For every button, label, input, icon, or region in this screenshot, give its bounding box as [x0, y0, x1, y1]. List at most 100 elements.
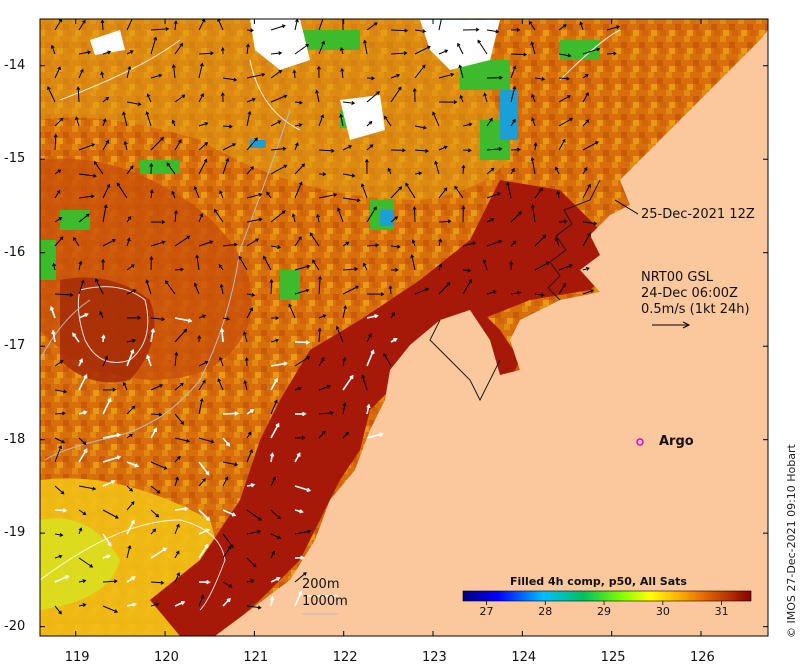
current-arrow [263, 255, 272, 271]
current-arrow [342, 173, 356, 178]
current-arrow [438, 145, 448, 151]
current-arrow [361, 374, 368, 391]
current-arrow [534, 77, 546, 81]
current-arrow [438, 49, 449, 55]
current-arrow [340, 19, 345, 31]
current-arrow [432, 111, 440, 127]
current-arrow [78, 50, 92, 55]
current-arrow [558, 76, 570, 81]
current-arrow [198, 509, 211, 522]
current-arrow [218, 264, 224, 271]
current-arrow [75, 116, 80, 127]
current-arrow [579, 21, 584, 31]
current-arrow [486, 290, 497, 295]
current-arrow [510, 167, 515, 175]
scale-arrow [652, 321, 691, 329]
current-arrow [342, 197, 361, 203]
current-arrow [150, 528, 157, 535]
arrow-scale-label: 0.5m/s (1kt 24h) [641, 302, 750, 317]
current-arrow [246, 137, 258, 151]
current-arrow [78, 173, 97, 178]
current-arrow [266, 191, 272, 199]
current-arrow [174, 139, 182, 151]
current-arrow [222, 316, 231, 321]
colorbar-ticks [486, 601, 723, 605]
current-arrow [150, 509, 160, 518]
current-arrow [54, 485, 65, 495]
current-arrow [102, 455, 122, 463]
current-arrow [78, 19, 86, 31]
current-arrow [414, 171, 423, 176]
image-time-label: 25-Dec-2021 12Z [641, 207, 755, 222]
current-arrow [534, 234, 547, 247]
current-arrow [246, 238, 260, 247]
current-arrow [292, 69, 297, 79]
current-arrow [270, 245, 282, 250]
current-arrow [390, 73, 401, 79]
current-arrow [294, 452, 301, 463]
current-arrow [198, 543, 209, 559]
axis-ticks [40, 19, 768, 636]
current-arrow [100, 71, 105, 79]
current-arrow [166, 162, 176, 175]
current-arrow [510, 65, 517, 79]
current-arrow [405, 182, 416, 199]
x-tick-label: 121 [243, 650, 269, 665]
current-arrow [78, 603, 87, 607]
contour-1000-label: 1000m [302, 594, 348, 609]
current-arrow [126, 348, 135, 367]
blue-speckles [250, 90, 518, 226]
current-arrow [558, 53, 572, 58]
current-arrow [270, 476, 277, 487]
current-arrow [150, 220, 166, 225]
y-tick-label: -16 [4, 244, 26, 260]
current-arrow [78, 448, 88, 463]
current-arrow [198, 158, 208, 175]
current-arrow [318, 193, 338, 199]
current-arrow [149, 189, 154, 199]
current-arrow [54, 117, 64, 127]
current-arrow [366, 144, 374, 151]
current-arrow [219, 327, 225, 343]
current-arrow [458, 64, 464, 79]
current-arrow [383, 352, 392, 367]
current-arrow [246, 409, 255, 415]
current-arrow [102, 50, 112, 55]
current-arrow [126, 602, 137, 607]
current-arrow [165, 280, 176, 295]
current-arrow [459, 94, 464, 103]
current-arrow [150, 461, 168, 470]
current-arrow [318, 40, 325, 55]
current-arrow [246, 307, 253, 319]
current-arrow [54, 389, 68, 394]
current-arrow [384, 115, 392, 127]
current-arrow [294, 435, 306, 440]
current-arrow [438, 72, 455, 79]
current-arrow [222, 77, 238, 82]
current-arrow [510, 240, 517, 247]
current-arrow [150, 317, 166, 322]
current-arrow [246, 509, 262, 521]
current-arrow [462, 122, 473, 127]
current-arrow [366, 403, 371, 415]
current-arrow [54, 445, 63, 463]
current-arrow [116, 182, 128, 199]
contour-200-label: 200m [302, 577, 340, 592]
current-arrow [122, 381, 128, 391]
current-arrow [174, 94, 186, 103]
current-arrow [342, 402, 347, 415]
current-arrow [102, 139, 109, 151]
current-arrow [244, 357, 249, 367]
colorbar-tick-label: 29 [597, 605, 612, 618]
current-arrow [270, 120, 282, 127]
current-arrow [270, 377, 278, 391]
current-arrow [126, 264, 135, 271]
current-arrow [366, 22, 378, 31]
current-arrow [198, 141, 209, 151]
current-arrow [102, 183, 111, 199]
current-arrow [294, 529, 312, 535]
current-arrow [555, 166, 560, 175]
current-arrow [388, 285, 393, 295]
current-arrow [414, 29, 427, 34]
current-arrow [390, 51, 408, 56]
